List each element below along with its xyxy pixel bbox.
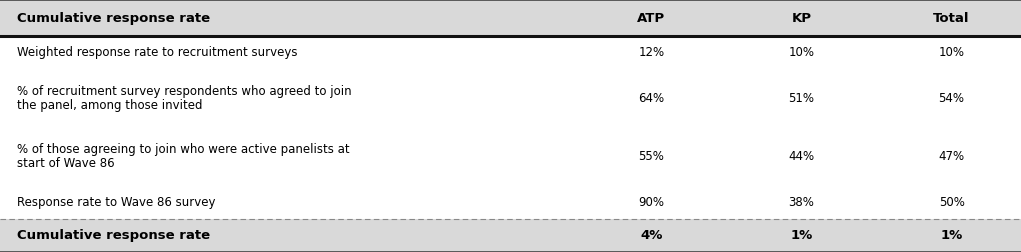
Text: Cumulative response rate: Cumulative response rate xyxy=(17,229,210,242)
Text: KP: KP xyxy=(791,12,812,25)
Text: 90%: 90% xyxy=(638,196,665,209)
Text: 44%: 44% xyxy=(788,150,815,163)
Text: 10%: 10% xyxy=(788,46,815,59)
Bar xyxy=(0,69,1021,128)
Text: 55%: 55% xyxy=(638,150,665,163)
Bar xyxy=(0,186,1021,219)
Text: 10%: 10% xyxy=(938,46,965,59)
Text: 4%: 4% xyxy=(640,229,663,242)
Text: 47%: 47% xyxy=(938,150,965,163)
Bar xyxy=(0,36,1021,69)
Text: Cumulative response rate: Cumulative response rate xyxy=(17,12,210,25)
Bar xyxy=(0,0,1021,36)
Text: 50%: 50% xyxy=(938,196,965,209)
Bar xyxy=(0,128,1021,186)
Text: 1%: 1% xyxy=(790,229,813,242)
Text: 12%: 12% xyxy=(638,46,665,59)
Text: 51%: 51% xyxy=(788,92,815,105)
Text: Response rate to Wave 86 survey: Response rate to Wave 86 survey xyxy=(17,196,215,209)
Text: 38%: 38% xyxy=(788,196,815,209)
Text: the panel, among those invited: the panel, among those invited xyxy=(17,99,203,112)
Text: ATP: ATP xyxy=(637,12,666,25)
Text: 64%: 64% xyxy=(638,92,665,105)
Text: Weighted response rate to recruitment surveys: Weighted response rate to recruitment su… xyxy=(17,46,298,59)
Text: % of those agreeing to join who were active panelists at: % of those agreeing to join who were act… xyxy=(17,143,350,156)
Text: Total: Total xyxy=(933,12,970,25)
Text: start of Wave 86: start of Wave 86 xyxy=(17,157,115,170)
Text: 54%: 54% xyxy=(938,92,965,105)
Text: % of recruitment survey respondents who agreed to join: % of recruitment survey respondents who … xyxy=(17,85,352,98)
Text: 1%: 1% xyxy=(940,229,963,242)
Bar xyxy=(0,219,1021,252)
